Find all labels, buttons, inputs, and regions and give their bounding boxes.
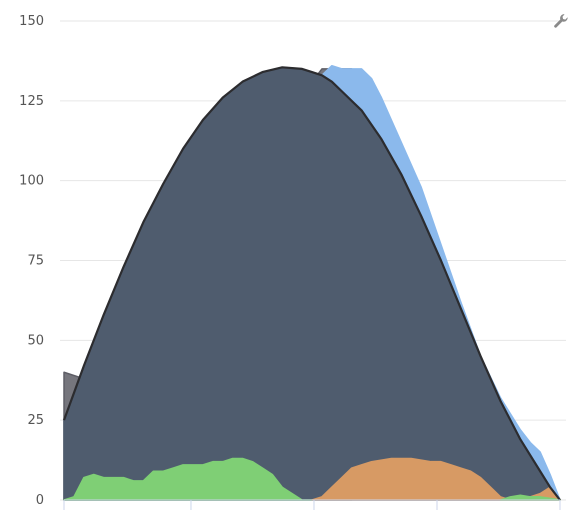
y-tick-label: 75	[27, 254, 44, 269]
series-areas	[63, 64, 561, 501]
y-axis-labels: 0 25 50 75 100 125 150	[19, 14, 44, 508]
y-tick-label: 0	[36, 493, 44, 508]
y-tick-label: 125	[19, 94, 44, 109]
series-area-2	[63, 66, 561, 501]
envelope-line-group	[62, 66, 561, 501]
y-tick-label: 25	[27, 413, 44, 428]
y-tick-label: 100	[19, 174, 44, 189]
y-tick-label: 150	[19, 14, 44, 29]
envelope-line	[62, 66, 561, 501]
series-area-3	[63, 457, 313, 501]
wrench-icon[interactable]	[552, 12, 570, 30]
x-axis	[63, 499, 561, 510]
y-tick-label: 50	[27, 333, 44, 348]
